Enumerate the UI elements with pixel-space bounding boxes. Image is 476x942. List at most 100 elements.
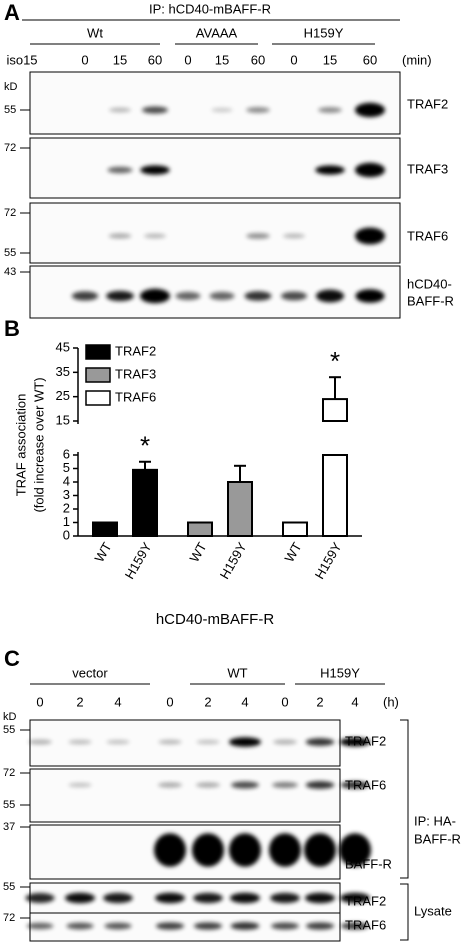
blot-band bbox=[230, 922, 260, 930]
bar bbox=[322, 398, 348, 423]
blot-band bbox=[355, 102, 385, 118]
kd-label: kD bbox=[3, 711, 17, 723]
blot-band bbox=[175, 291, 201, 301]
blot-band bbox=[68, 739, 92, 745]
blot-band bbox=[193, 922, 223, 930]
blot-band bbox=[339, 833, 371, 867]
blot-label: hCD40- bbox=[407, 276, 452, 291]
lane-label: 4 bbox=[114, 694, 121, 709]
blot-band bbox=[108, 107, 132, 113]
y-tick-label: 35 bbox=[56, 364, 70, 379]
mw-marker: 43 bbox=[4, 266, 16, 278]
blot-band bbox=[143, 233, 167, 239]
blot-label: TRAF2 bbox=[407, 96, 448, 111]
significance: * bbox=[140, 431, 150, 461]
blot-band bbox=[340, 781, 370, 789]
x-tick-label: WT bbox=[91, 540, 114, 565]
bracket bbox=[400, 719, 409, 879]
blot-label: TRAF6 bbox=[345, 917, 386, 932]
mw-marker: 72 bbox=[4, 207, 16, 219]
mw-marker: 55 bbox=[3, 799, 15, 811]
lane-label: 60 bbox=[148, 52, 162, 67]
group-label: H159Y bbox=[304, 25, 344, 40]
blot-band bbox=[106, 290, 134, 302]
blot-band bbox=[355, 289, 385, 303]
lane-label: 15 bbox=[323, 52, 337, 67]
blot-band bbox=[229, 833, 261, 867]
blot-band bbox=[244, 291, 272, 301]
mw-marker: 55 bbox=[4, 104, 16, 116]
bar bbox=[227, 481, 253, 537]
blot-band bbox=[270, 892, 300, 904]
blot-band bbox=[271, 922, 299, 930]
blot-band bbox=[193, 892, 223, 904]
y-tick-label: 6 bbox=[63, 446, 70, 461]
mw-marker: 72 bbox=[3, 767, 15, 779]
ip-label: IP: hCD40-mBAFF-R bbox=[149, 1, 271, 16]
blot-label: TRAF6 bbox=[407, 228, 448, 243]
time-unit: (min) bbox=[402, 52, 432, 67]
blot-band bbox=[104, 922, 132, 930]
legend-swatch bbox=[85, 390, 111, 406]
blot-band bbox=[195, 782, 221, 788]
blot-band bbox=[246, 107, 270, 113]
legend-swatch bbox=[85, 367, 111, 383]
y-tick-label: 15 bbox=[56, 412, 70, 427]
blot-band bbox=[231, 781, 259, 789]
y-tick-label: 1 bbox=[63, 514, 70, 529]
blot-band bbox=[304, 892, 336, 904]
bar bbox=[282, 521, 308, 537]
blot-band bbox=[305, 922, 335, 930]
x-tick-label: H159Y bbox=[312, 539, 345, 581]
blot-band bbox=[196, 739, 220, 745]
blot-label: BAFF-R bbox=[407, 293, 454, 308]
group-label: H159Y bbox=[320, 665, 360, 680]
mw-marker: 72 bbox=[4, 142, 16, 154]
blot-band bbox=[209, 291, 235, 301]
blot-band bbox=[154, 892, 186, 904]
legend-label: TRAF3 bbox=[115, 366, 156, 381]
x-tick-label: WT bbox=[281, 540, 304, 565]
blot-band bbox=[305, 781, 335, 789]
lane-label: 60 bbox=[363, 52, 377, 67]
blot-band bbox=[304, 833, 336, 867]
blot-band bbox=[340, 922, 370, 930]
blot bbox=[29, 768, 341, 823]
panel-letter: A bbox=[4, 0, 20, 25]
blot-band bbox=[281, 291, 307, 301]
y-tick-label: 3 bbox=[63, 487, 70, 502]
blot bbox=[29, 137, 401, 199]
blot-band bbox=[339, 737, 371, 747]
x-tick-label: WT bbox=[186, 540, 209, 565]
blot-band bbox=[64, 892, 96, 904]
lane-label: iso15 bbox=[6, 52, 37, 67]
y-axis-label: TRAF association bbox=[13, 394, 28, 497]
blot-band bbox=[106, 739, 130, 745]
group-label: Wt bbox=[87, 25, 103, 40]
blot-label: TRAF2 bbox=[345, 733, 386, 748]
legend-swatch bbox=[85, 344, 111, 360]
blot-label: TRAF6 bbox=[345, 777, 386, 792]
mw-marker: 72 bbox=[3, 912, 15, 924]
blot-label: TRAF2 bbox=[345, 893, 386, 908]
panel-letter: C bbox=[4, 646, 20, 671]
y-axis-label: (fold increase over WT) bbox=[31, 377, 46, 512]
blot-band bbox=[107, 166, 133, 174]
blot bbox=[29, 71, 401, 135]
bracket-label: BAFF-R bbox=[414, 831, 461, 846]
y-tick-label: 45 bbox=[56, 339, 70, 354]
blot-band bbox=[140, 288, 170, 304]
panel-letter: B bbox=[4, 316, 20, 341]
lane-label: 0 bbox=[166, 694, 173, 709]
blot-band bbox=[315, 289, 345, 303]
blot-band bbox=[68, 782, 92, 788]
lane-label: 2 bbox=[316, 694, 323, 709]
blot-band bbox=[318, 107, 342, 113]
blot-band bbox=[28, 739, 52, 745]
lane-label: 15 bbox=[215, 52, 229, 67]
time-unit: (h) bbox=[383, 694, 399, 709]
bracket-label: IP: HA- bbox=[414, 813, 456, 828]
blot-band bbox=[269, 833, 301, 867]
mw-marker: 55 bbox=[3, 724, 15, 736]
blot-band bbox=[229, 892, 261, 904]
